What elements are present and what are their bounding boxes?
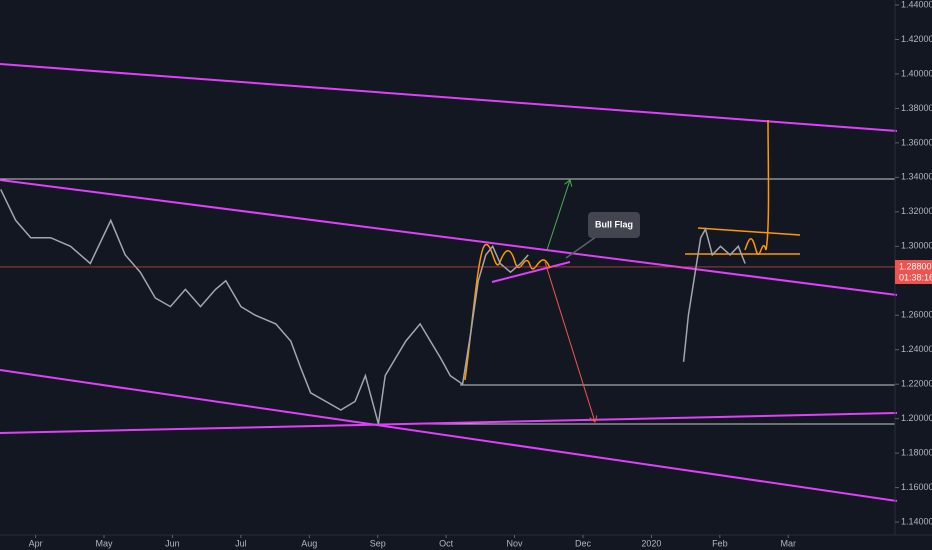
x-tick-label: Nov bbox=[507, 538, 524, 548]
drawings bbox=[0, 63, 898, 502]
x-tick-label: Jul bbox=[235, 538, 247, 548]
x-tick-label: Aug bbox=[301, 538, 317, 548]
trend-line bbox=[0, 412, 898, 434]
y-tick-label: 1.22000 bbox=[901, 379, 932, 389]
y-tick-label: 1.36000 bbox=[901, 137, 932, 147]
trend-line bbox=[0, 63, 898, 132]
annotation: Bull Flag bbox=[595, 219, 633, 229]
projection-path bbox=[744, 119, 770, 255]
x-tick-label: Sep bbox=[370, 538, 386, 548]
x-tick-label: Mar bbox=[781, 538, 797, 548]
projection-path bbox=[464, 244, 551, 381]
y-tick-label: 1.42000 bbox=[901, 34, 932, 44]
flag-line bbox=[491, 261, 571, 283]
x-tick-label: Oct bbox=[439, 538, 454, 548]
y-tick-label: 1.14000 bbox=[901, 516, 932, 526]
y-tick-label: 1.26000 bbox=[901, 310, 932, 320]
range-line bbox=[697, 227, 801, 236]
y-tick-label: 1.40000 bbox=[901, 68, 932, 78]
price-line bbox=[0, 189, 529, 424]
y-tick-label: 1.34000 bbox=[901, 172, 932, 182]
y-tick-label: 1.16000 bbox=[901, 482, 932, 492]
y-tick-label: 1.44000 bbox=[901, 0, 932, 9]
y-tick-label: 1.30000 bbox=[901, 241, 932, 251]
x-tick-label: Apr bbox=[29, 538, 43, 548]
callout-box bbox=[588, 212, 640, 238]
x-tick-label: Dec bbox=[575, 538, 592, 548]
price-tag-label: 1.28800 bbox=[899, 261, 932, 271]
y-tick-label: 1.18000 bbox=[901, 448, 932, 458]
price-line bbox=[682, 227, 746, 362]
x-tick-label: May bbox=[95, 538, 113, 548]
arrow-up bbox=[546, 180, 570, 251]
arrow-down bbox=[544, 261, 595, 422]
x-tick-label: Feb bbox=[712, 538, 728, 548]
y-tick-label: 1.32000 bbox=[901, 206, 932, 216]
x-tick-label: Jun bbox=[165, 538, 180, 548]
countdown: 01:38:16 bbox=[899, 272, 932, 282]
x-tick-label: 2020 bbox=[641, 538, 661, 548]
y-tick-label: 1.20000 bbox=[901, 413, 932, 423]
trend-line bbox=[0, 369, 898, 502]
y-tick-label: 1.38000 bbox=[901, 103, 932, 113]
y-tick-label: 1.24000 bbox=[901, 344, 932, 354]
trend-line bbox=[0, 179, 898, 296]
price-tag bbox=[895, 259, 932, 284]
